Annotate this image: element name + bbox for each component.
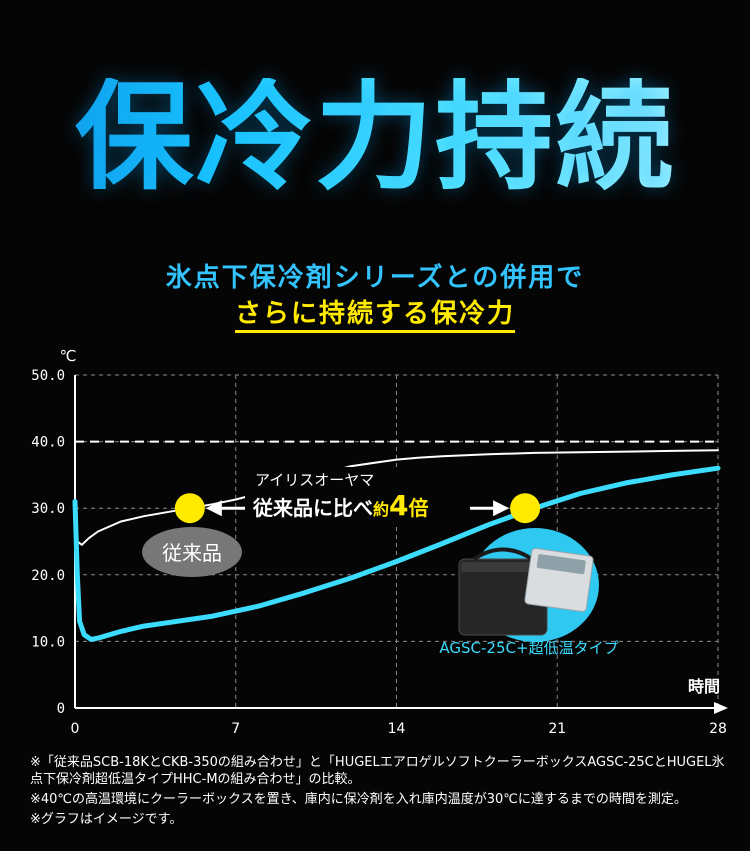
subtitle-line-2-text: さらに持続する保冷力 bbox=[234, 299, 515, 333]
footnote: ※グラフはイメージです。 bbox=[30, 812, 183, 827]
x-axis-arrow-icon bbox=[714, 702, 728, 714]
y-tick-label: 0 bbox=[57, 701, 65, 717]
product-illustration bbox=[458, 528, 599, 642]
conventional-label: 従来品 bbox=[162, 541, 222, 565]
subtitle-line-1: 氷点下保冷剤シリーズとの併用で bbox=[165, 263, 585, 293]
product-label: AGSC-25C+超低温タイプ bbox=[439, 639, 618, 657]
ice-pack-label bbox=[536, 554, 586, 575]
y-tick-label: 50.0 bbox=[31, 368, 65, 384]
comparison-about: 約 bbox=[373, 500, 389, 519]
temperature-chart: 0 10.0 20.0 30.0 40.0 50.0 0 7 14 21 28 ℃ 時間 アイリスオーヤ… bbox=[31, 347, 728, 737]
cooler-bag-handle bbox=[472, 547, 534, 561]
chart-markers bbox=[174, 493, 541, 524]
x-tick-label: 28 bbox=[709, 721, 727, 737]
chart-axes: 0 10.0 20.0 30.0 40.0 50.0 0 7 14 21 28 ℃ 時間 bbox=[31, 347, 728, 737]
marker-dot bbox=[174, 493, 205, 524]
x-tick-label: 14 bbox=[388, 721, 406, 737]
footnotes: ※「従来品SCB-18KとCKB-350の組み合わせ」と「HUGELエアロゲルソ… bbox=[30, 754, 730, 831]
hero-title: 保冷力持続 bbox=[0, 78, 750, 196]
comparison-text: 従来品に比べ約4倍 bbox=[252, 489, 429, 522]
conventional-label-bg bbox=[142, 527, 242, 577]
comparison-text-bg bbox=[245, 467, 470, 523]
marker-dot bbox=[510, 493, 541, 524]
y-tick-label: 10.0 bbox=[31, 634, 65, 650]
cooler-bag-lid bbox=[461, 562, 545, 572]
x-axis-label: 時間 bbox=[688, 677, 720, 696]
arrow-left-icon bbox=[205, 500, 222, 517]
arrow-right-icon bbox=[493, 500, 510, 517]
x-tick-label: 0 bbox=[71, 721, 80, 737]
footnote: ※「従来品SCB-18KとCKB-350の組み合わせ」と「HUGELエアロゲルソ… bbox=[30, 755, 725, 787]
x-tick-label: 21 bbox=[548, 721, 566, 737]
comparison-prefix: 従来品に比べ bbox=[252, 496, 373, 520]
subtitle-line-2: さらに持続する保冷力 bbox=[0, 293, 750, 333]
comparison-title: アイリスオーヤマ bbox=[255, 471, 374, 489]
x-tick-label: 7 bbox=[231, 721, 240, 737]
y-tick-label: 40.0 bbox=[31, 435, 65, 451]
y-axis-label: ℃ bbox=[60, 347, 77, 365]
y-tick-label: 30.0 bbox=[31, 501, 65, 517]
comparison-unit: 倍 bbox=[409, 496, 429, 520]
series-line bbox=[72, 465, 721, 642]
comparison-value: 4 bbox=[389, 489, 408, 522]
y-tick-label: 20.0 bbox=[31, 568, 65, 584]
footnote: ※40℃の高温環境にクーラーボックスを置き、庫内に保冷剤を入れ庫内温度が30℃に… bbox=[30, 792, 687, 807]
